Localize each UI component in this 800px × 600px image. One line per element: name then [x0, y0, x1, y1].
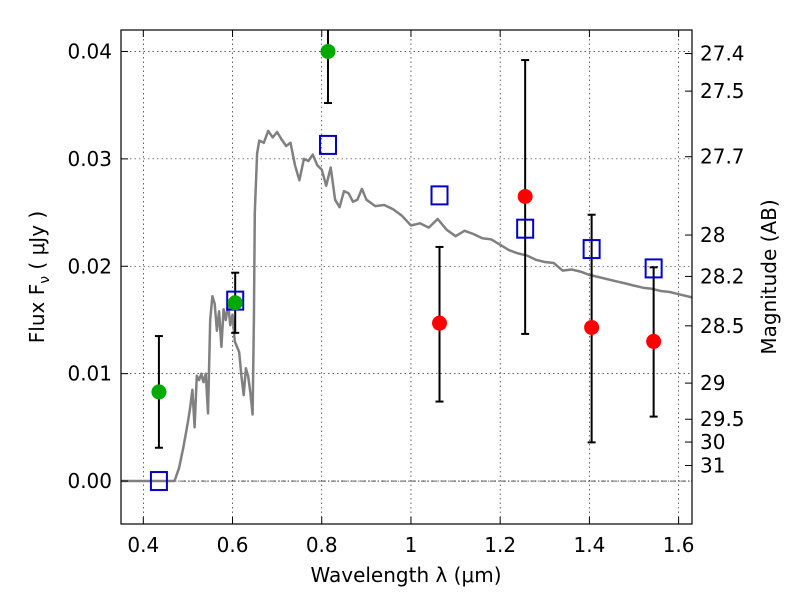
detections — [151, 43, 662, 400]
x-tick-label: 1 — [405, 533, 418, 557]
detection-point-red — [432, 315, 448, 331]
x-axis-ticks: 0.4 0.6 0.8 1 1.2 1.4 1.6 — [127, 30, 695, 557]
y-tick-label: 0.02 — [67, 254, 112, 278]
model-photometry-box — [318, 134, 337, 155]
y-axis-title-main: Flux F — [25, 284, 49, 343]
detection-point-red — [517, 188, 533, 204]
y-axis-title-unit: ( μJy ) — [25, 211, 49, 276]
x-tick-label: 1.6 — [663, 533, 695, 557]
y-axis-ticks: 0.00 0.01 0.02 0.03 0.04 — [67, 39, 128, 493]
x-tick-label: 0.4 — [127, 533, 159, 557]
magnitude-tick-label: 31 — [700, 454, 725, 478]
y-tick-label: 0.03 — [67, 147, 112, 171]
model-photometry-box — [149, 471, 168, 492]
magnitude-tick-label: 28 — [700, 223, 725, 247]
magnitude-tick-label: 28.5 — [700, 314, 745, 338]
grid — [121, 30, 692, 524]
x-tick-label: 0.8 — [306, 533, 338, 557]
magnitude-tick-label: 27.7 — [700, 145, 745, 169]
detection-point-red — [584, 319, 600, 335]
model-photometry-box — [644, 258, 663, 279]
y-tick-label: 0.01 — [67, 362, 112, 386]
y-tick-label: 0.00 — [67, 469, 112, 493]
magnitude-tick-label: 29.5 — [700, 407, 745, 431]
y-tick-label: 0.04 — [67, 39, 112, 63]
plot-frame — [120, 29, 693, 525]
magnitude-tick-label: 27.5 — [700, 79, 745, 103]
detection-point-red — [646, 333, 662, 349]
x-tick-label: 1.2 — [484, 533, 516, 557]
detection-point-green — [320, 43, 336, 59]
y-axis-title-subscript: ν — [37, 276, 53, 284]
sed-model-curve — [121, 129, 693, 483]
sed-line — [121, 129, 693, 483]
model-photometry-box — [430, 185, 449, 206]
magnitude-tick-label: 29 — [700, 371, 725, 395]
detection-point-green — [227, 295, 243, 311]
magnitude-axis-title: Magnitude (AB) — [757, 199, 781, 354]
detection-point-green — [151, 384, 167, 400]
magnitude-tick-label: 27.4 — [700, 42, 745, 66]
model-photometry-box — [516, 218, 535, 239]
magnitude-tick-label: 28.2 — [700, 264, 745, 288]
x-tick-label: 1.4 — [573, 533, 605, 557]
y-axis-title: Flux Fν ( μJy ) — [25, 211, 53, 343]
x-tick-label: 0.6 — [217, 533, 249, 557]
magnitude-tick-label: 30 — [700, 430, 725, 454]
error-bars — [154, 30, 658, 449]
model-photometry-box — [582, 239, 601, 260]
x-axis-title: Wavelength λ (μm) — [310, 563, 501, 587]
